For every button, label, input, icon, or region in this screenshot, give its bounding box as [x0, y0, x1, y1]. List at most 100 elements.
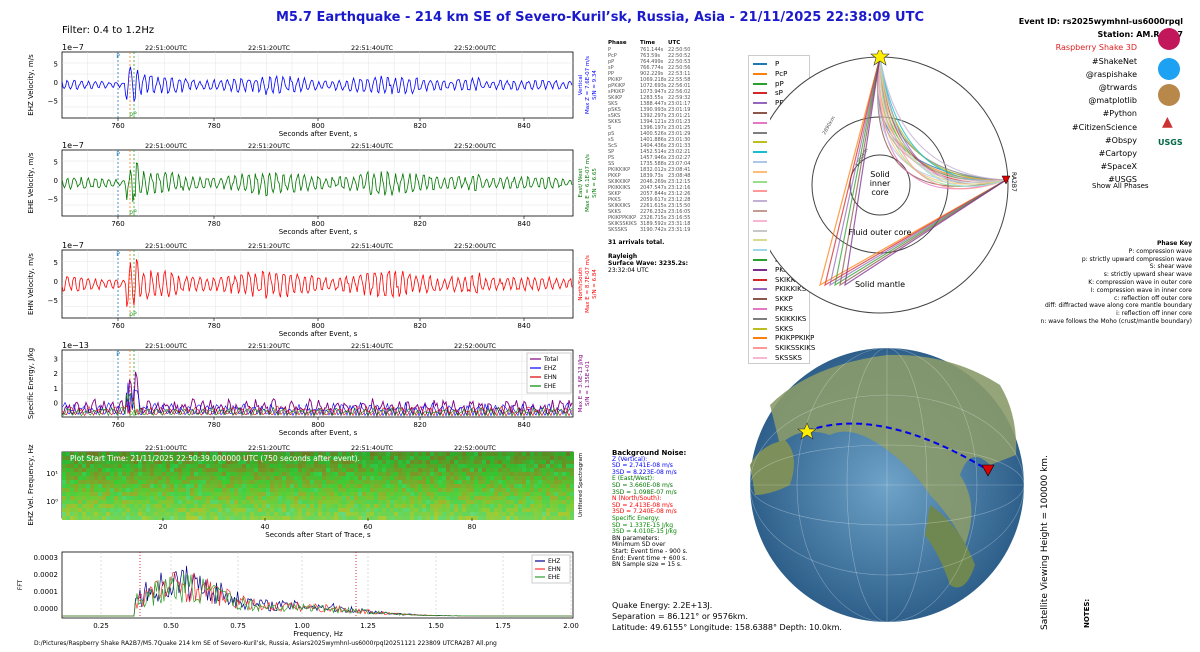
energy-xtick: 800	[311, 421, 324, 429]
spectrogram-cell	[158, 500, 162, 504]
spectrogram-cell	[354, 488, 358, 492]
spectrogram-cell	[466, 460, 470, 464]
phase-legend-label: PKIKPPKIKP	[775, 334, 815, 343]
spectrogram-cell	[158, 468, 162, 472]
spectrogram-cell	[102, 472, 106, 476]
spectrogram-cell	[98, 484, 102, 488]
spectrogram-cell	[222, 460, 226, 464]
spectrogram-cell	[94, 460, 98, 464]
spectrogram-cell	[106, 480, 110, 484]
spectrogram-cell	[338, 480, 342, 484]
spectrogram-cell	[422, 500, 426, 504]
spectrogram-cell	[198, 488, 202, 492]
spectrogram-cell	[86, 488, 90, 492]
spectrogram-cell	[106, 456, 110, 460]
spectrogram-cell	[290, 452, 294, 456]
spectrogram-cell	[442, 516, 446, 520]
spectrogram-cell	[438, 480, 442, 484]
background-noise: Background Noise: Z (Vertical): SD = 2.74…	[612, 450, 747, 569]
spectrogram-cell	[422, 492, 426, 496]
phase-legend-swatch	[753, 92, 767, 95]
spectrogram-cell	[230, 464, 234, 468]
spectrogram-cell	[142, 516, 146, 520]
spectrogram-cell	[234, 460, 238, 464]
spectrogram-cell	[302, 496, 306, 500]
spectrogram-cell	[258, 480, 262, 484]
spectrogram-cell	[90, 484, 94, 488]
spectrogram-cell	[214, 508, 218, 512]
spectrogram-cell	[438, 452, 442, 456]
spectrogram-cell	[154, 496, 158, 500]
spectrogram-cell	[530, 460, 534, 464]
spectrogram-cell	[486, 484, 490, 488]
spectrogram-cell	[546, 468, 550, 472]
spectrogram-cell	[342, 480, 346, 484]
spectrogram-cell	[366, 504, 370, 508]
spectrogram-cell	[114, 452, 118, 456]
spectrogram-cell	[326, 484, 330, 488]
spectrogram-cell	[566, 508, 570, 512]
spectrogram-cell	[170, 504, 174, 508]
ehe-ytick: 0	[54, 177, 58, 185]
spectrogram-cell	[346, 464, 350, 468]
spectrogram-cell	[462, 452, 466, 456]
spectrogram-cell	[442, 512, 446, 516]
arrival-row: sS 1401.886s 23:01:30	[608, 137, 713, 143]
spectrogram-cell	[166, 500, 170, 504]
spectrogram-cell	[474, 496, 478, 500]
spectrogram-cell	[418, 468, 422, 472]
spectrogram-cell	[110, 480, 114, 484]
ehn-xtick: 800	[311, 322, 324, 330]
phase-legend-swatch	[753, 180, 767, 183]
spectrogram-cell	[538, 484, 542, 488]
arrival-cell: PKKS	[608, 197, 621, 204]
spectrogram-cell	[498, 484, 502, 488]
spectrogram-cell	[366, 496, 370, 500]
spectrogram-cell	[98, 480, 102, 484]
spectrogram-cell	[274, 460, 278, 464]
spectrogram-cell	[278, 484, 282, 488]
show-all-phases-button[interactable]: Show All Phases	[1092, 182, 1149, 190]
spectrogram-cell	[158, 508, 162, 512]
spectrogram-cell	[134, 452, 138, 456]
spectrogram-cell	[130, 512, 134, 516]
fft-legend-label: EHN	[548, 566, 561, 573]
spectrogram-cell	[258, 500, 262, 504]
spectrogram-cell	[394, 500, 398, 504]
spectrogram-cell	[522, 476, 526, 480]
spectrogram-cell	[394, 516, 398, 520]
spectrogram-cell	[190, 456, 194, 460]
spectrogram-cell	[426, 512, 430, 516]
spectrogram-cell	[122, 492, 126, 496]
spectrogram-cell	[154, 500, 158, 504]
spectrogram-cell	[458, 488, 462, 492]
spectrogram-cell	[214, 476, 218, 480]
hashtag-label: #SpaceX	[1100, 162, 1137, 172]
spectrogram-cell	[498, 480, 502, 484]
phase-key-line: P: compression wave	[1128, 247, 1192, 255]
spectrogram-cell	[446, 456, 450, 460]
spectrogram-cell	[518, 476, 522, 480]
spectrogram-cell	[270, 456, 274, 460]
spectrogram-cell	[374, 516, 378, 520]
event-id: Event ID: rs2025wymhnl-us6000rpql	[1018, 17, 1183, 26]
spectrogram-cell	[510, 488, 514, 492]
spectrogram-cell	[458, 500, 462, 504]
spectrogram-cell	[262, 452, 266, 456]
phase-legend-swatch	[753, 229, 767, 232]
spectrogram-cell	[74, 460, 78, 464]
spectrogram-cell	[354, 456, 358, 460]
spectrogram-cell	[546, 460, 550, 464]
spectrogram-cell	[490, 452, 494, 456]
spectrogram-cell	[206, 512, 210, 516]
ehe-xtick: 840	[517, 220, 530, 228]
arrival-cell: 22:59:32	[668, 95, 691, 102]
spectrogram-cell	[414, 472, 418, 476]
spectrogram-cell	[390, 508, 394, 512]
spectrogram-cell	[290, 484, 294, 488]
spectrogram-cell	[62, 484, 66, 488]
spectrogram-cell	[446, 500, 450, 504]
spectrogram-cell	[498, 460, 502, 464]
spectrogram-cell	[278, 452, 282, 456]
spectrogram-cell	[346, 468, 350, 472]
